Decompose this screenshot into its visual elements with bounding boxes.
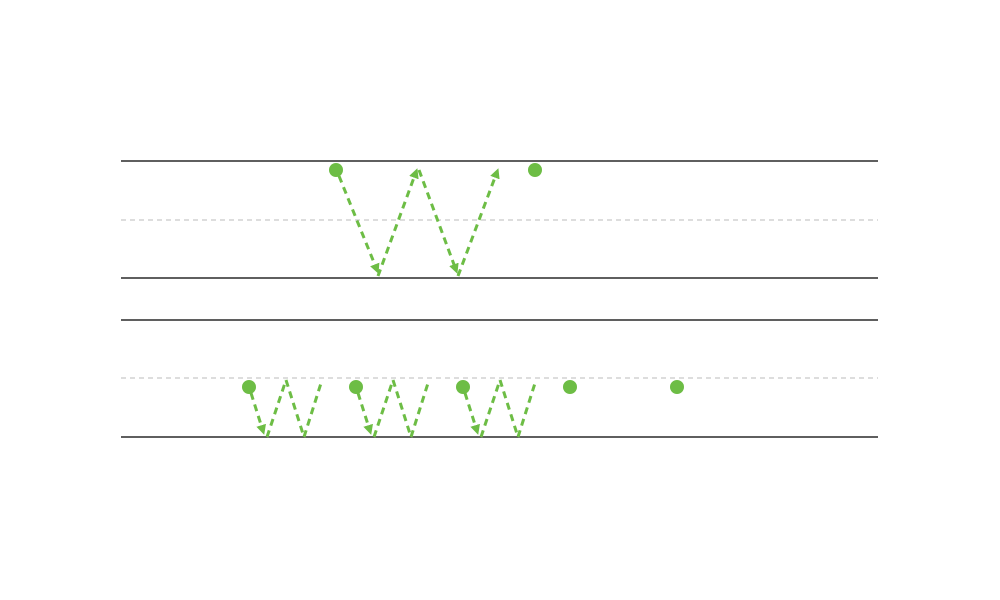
w4-start-dot <box>563 380 577 394</box>
w3-start-dot <box>456 380 470 394</box>
w1-stroke-3 <box>284 379 306 438</box>
lowercase-w-guide-3 <box>463 379 538 438</box>
capital-w-guide <box>337 168 500 277</box>
w3-stroke-1-arrow <box>463 392 480 435</box>
w1-stroke-1-arrow <box>249 392 266 435</box>
w-stroke-4-arrow <box>456 168 500 277</box>
w3-stroke-4 <box>516 379 538 438</box>
next-start-dot <box>528 163 542 177</box>
lowercase-w-guide-1 <box>249 379 324 438</box>
w2-stroke-1-arrow <box>356 392 373 435</box>
w2-stroke-3 <box>391 379 413 438</box>
w-stroke-2-arrow <box>376 168 419 277</box>
w2-stroke-4 <box>409 379 431 438</box>
upper-writing-row <box>121 160 878 279</box>
lowercase-w-guide-2 <box>356 379 431 438</box>
w3-stroke-3 <box>498 379 520 438</box>
start-dot <box>329 163 343 177</box>
w2-start-dot <box>349 380 363 394</box>
w2-stroke-2 <box>372 379 395 438</box>
w3-stroke-2 <box>479 379 502 438</box>
lower-writing-row <box>121 319 878 438</box>
w-stroke-3-arrow <box>417 169 459 274</box>
w5-start-dot <box>670 380 684 394</box>
w1-start-dot <box>242 380 256 394</box>
w-stroke-1-arrow <box>337 175 380 274</box>
w1-stroke-4 <box>302 379 324 438</box>
w1-stroke-2 <box>265 379 288 438</box>
